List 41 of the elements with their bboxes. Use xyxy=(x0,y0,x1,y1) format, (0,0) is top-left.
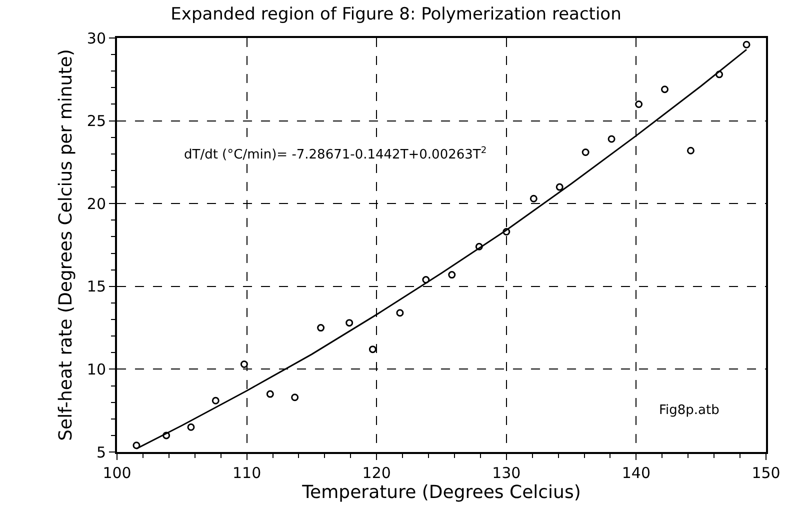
x-axis-title: Temperature (Degrees Celcius) xyxy=(301,482,581,503)
point xyxy=(291,394,299,402)
annotation: dT/dt (°C/min)= -7.28671-0.1442T+0.00263T$^{2}$ xyxy=(184,146,487,162)
y-tick-label: 15 xyxy=(86,278,106,296)
y-axis-title: Self-heat rate (Degrees Celcius per minute) xyxy=(56,49,77,441)
x-tick-label: 150 xyxy=(752,464,780,482)
y-tick-label: 20 xyxy=(86,194,106,213)
point xyxy=(368,346,376,354)
point xyxy=(556,183,564,191)
point xyxy=(661,86,669,94)
point xyxy=(266,390,274,398)
point xyxy=(422,276,430,284)
point xyxy=(240,360,248,368)
point xyxy=(187,423,195,431)
annotation: Fig8p.atb xyxy=(659,403,720,418)
point xyxy=(162,432,170,440)
y-tick-label: 30 xyxy=(86,29,106,48)
point xyxy=(212,396,220,404)
x-tick-label: 110 xyxy=(232,464,262,482)
point xyxy=(635,100,643,108)
x-tick-label: 100 xyxy=(102,464,132,482)
point xyxy=(317,324,325,332)
y-tick-label: 5 xyxy=(96,443,106,462)
point xyxy=(582,148,590,156)
y-tick-label: 10 xyxy=(86,360,106,378)
point xyxy=(742,40,750,48)
point xyxy=(346,319,354,327)
point xyxy=(686,146,694,154)
y-tick-label: 25 xyxy=(86,112,106,130)
point xyxy=(716,70,724,78)
point xyxy=(132,442,140,450)
chart-title: Expanded region of Figure 8: Polymerization reaction xyxy=(170,4,622,25)
x-tick-label: 130 xyxy=(492,464,521,482)
point xyxy=(502,228,510,236)
point xyxy=(396,309,404,317)
x-tick-label: 140 xyxy=(622,464,651,482)
x-tick-label: 120 xyxy=(362,464,391,482)
point xyxy=(530,194,538,202)
point xyxy=(475,242,483,250)
point xyxy=(448,271,456,279)
point xyxy=(608,135,616,143)
